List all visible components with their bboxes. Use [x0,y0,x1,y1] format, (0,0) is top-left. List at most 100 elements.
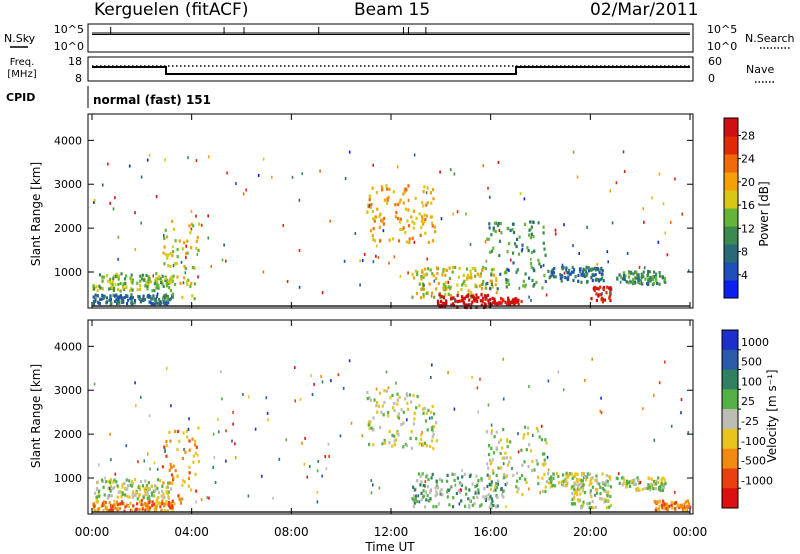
power-cell [141,273,144,277]
power-cell [506,267,509,271]
power-cell [475,305,478,309]
velocity-cell [449,487,452,491]
power-cell [506,250,509,254]
power-cell [681,212,684,216]
power-cell [490,282,493,287]
velocity-cell [607,490,610,494]
power-cell [105,274,108,278]
velocity-cell [208,496,210,500]
power-cell [478,284,481,288]
power-cell [131,302,134,306]
velocity-cell [426,428,429,432]
power-cell [399,198,402,202]
velocity-cell [524,425,527,429]
velocity-cell [647,476,650,480]
velocity-cell [552,476,555,480]
power-cell [474,283,477,287]
power-cell [372,237,375,242]
velocity-cell [392,406,395,410]
velocity-cell [589,506,592,510]
velocity-cell [112,480,115,484]
power-cell [175,262,178,266]
power-cell [176,255,179,259]
power-cell [117,287,120,292]
velocity-cell [419,483,422,487]
velocity-cell [423,484,426,488]
power-cell [147,283,150,287]
velocity-cell [588,483,591,487]
velocity-cell [488,482,491,486]
velocity-cell [117,490,120,494]
velocity-cell [125,487,128,491]
velocity-cell [195,500,197,504]
power-cell [490,302,493,306]
velocity-cell [681,505,684,509]
velocity-cell [378,391,381,395]
power-cell [444,292,447,297]
power-cell [376,207,379,211]
power-cell [98,273,102,277]
beam-title: Beam 15 [354,0,431,20]
power-cell [628,275,631,279]
velocity-cell [523,460,526,464]
power-cell [425,203,428,207]
power-cell [156,292,159,296]
power-colorbar-swatch [724,244,738,263]
velocity-cell [601,472,604,476]
velocity-cell [555,471,559,475]
power-cell [416,270,419,274]
power-cell [183,241,186,245]
velocity-cell [153,509,156,513]
velocity-cell [350,421,353,425]
power-cell [494,283,497,287]
power-cell [393,255,396,259]
velocity-cell [156,497,159,501]
power-cell [448,276,451,281]
power-cell [388,187,391,191]
power-cell [489,250,492,254]
velocity-cell [609,477,612,481]
power-cell [499,221,502,226]
velocity-cell [647,483,650,487]
velocity-cell [136,497,139,501]
velocity-cell [495,494,498,498]
velocity-cell [562,473,565,477]
power-cell [642,207,645,211]
velocity-cell [167,500,171,505]
power-cell [529,257,532,261]
velocity-cell [447,488,450,492]
velocity-cell [591,499,594,504]
power-cell [117,235,120,239]
power-cell [529,236,532,240]
velocity-cell [590,482,593,486]
velocity-cell [405,393,409,398]
velocity-cell [655,506,658,510]
power-cell [485,282,488,286]
power-cell [117,274,120,278]
power-cell [508,268,510,272]
power-cell [528,295,530,299]
velocity-cell [428,416,431,420]
velocity-cell [495,446,498,450]
power-cell [148,277,151,281]
velocity-cell [155,485,158,489]
power-cell [563,223,565,227]
power-cell [113,299,116,304]
velocity-cell [125,478,128,482]
velocity-cell [194,439,197,443]
velocity-cell [505,474,508,478]
velocity-cell [468,488,471,492]
power-cell [407,224,411,228]
velocity-cell [497,482,499,486]
power-cell [510,300,513,304]
velocity-cell [397,416,400,420]
power-cell [155,294,158,298]
power-cell [425,291,428,295]
velocity-cell [451,472,454,476]
power-cell [161,274,164,278]
velocity-cell [181,483,184,487]
power-cell [131,288,134,292]
power-colorbar-tick: 8 [741,246,748,259]
velocity-cell [137,460,139,464]
power-cell [129,289,132,293]
